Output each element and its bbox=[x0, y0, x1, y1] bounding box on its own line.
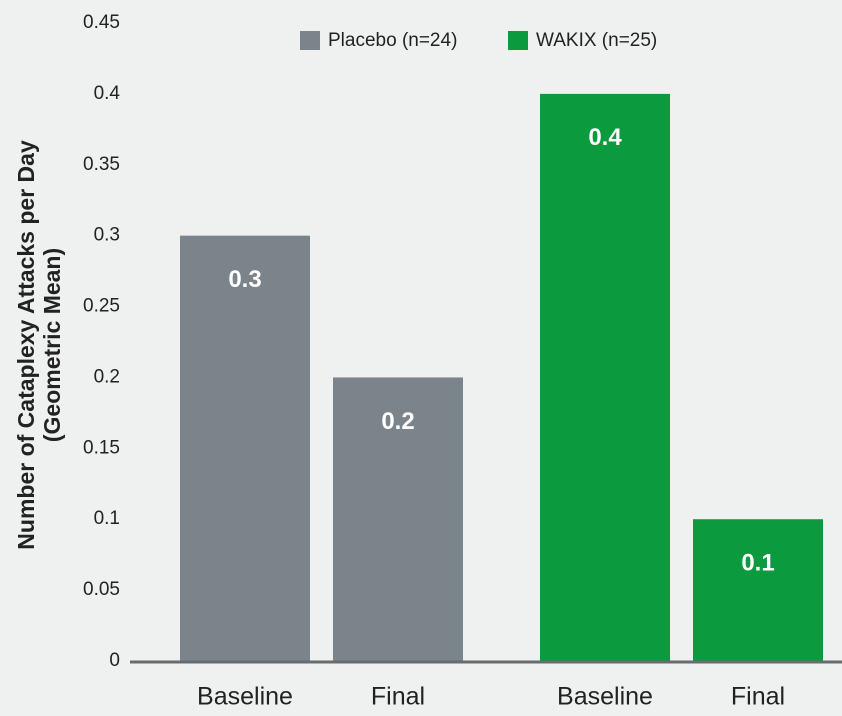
x-tick-label: Baseline bbox=[197, 683, 293, 711]
y-tick-label: 0.35 bbox=[83, 154, 120, 175]
legend-label: Placebo (n=24) bbox=[328, 30, 457, 51]
legend-swatch bbox=[508, 31, 528, 50]
x-tick-label: Final bbox=[731, 683, 785, 711]
y-tick-label: 0.15 bbox=[83, 437, 120, 458]
y-tick-label: 0.05 bbox=[83, 579, 120, 600]
bar bbox=[333, 377, 463, 661]
x-tick-label: Baseline bbox=[557, 683, 653, 711]
y-axis-title-line: (Geometric Mean) bbox=[39, 248, 65, 442]
data-label: 0.4 bbox=[588, 124, 622, 151]
y-axis-title-line: Number of Cataplexy Attacks per Day bbox=[13, 140, 39, 550]
y-tick-label: 0.25 bbox=[83, 296, 120, 317]
legend-label: WAKIX (n=25) bbox=[536, 30, 657, 51]
bar bbox=[180, 235, 310, 661]
data-label: 0.1 bbox=[741, 550, 774, 577]
x-tick-label: Final bbox=[371, 683, 425, 711]
y-tick-label: 0.2 bbox=[94, 366, 120, 387]
y-tick-label: 0.45 bbox=[83, 12, 120, 33]
data-label: 0.3 bbox=[228, 266, 261, 293]
data-label: 0.2 bbox=[381, 408, 414, 435]
y-tick-label: 0.4 bbox=[94, 83, 121, 104]
y-axis-title: Number of Cataplexy Attacks per Day (Geo… bbox=[13, 140, 65, 550]
bar bbox=[540, 93, 670, 661]
legend-swatch bbox=[300, 31, 320, 50]
bar bbox=[693, 519, 823, 661]
y-tick-label: 0.3 bbox=[94, 225, 120, 246]
y-tick-label: 0 bbox=[109, 650, 120, 671]
y-tick-label: 0.1 bbox=[94, 508, 120, 529]
